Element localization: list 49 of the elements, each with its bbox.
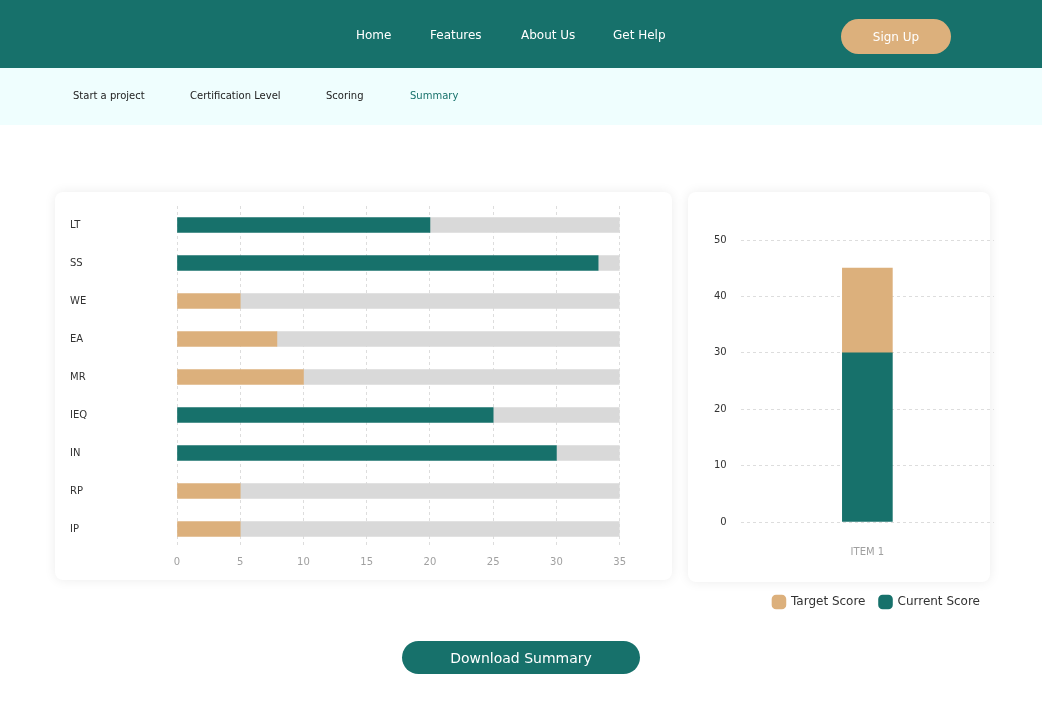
bar: [177, 521, 241, 537]
y-tick-label: 30: [713, 346, 727, 358]
text: Download Summary: [450, 649, 592, 666]
text: Certification Level: [190, 90, 281, 101]
bar: [177, 369, 304, 385]
y-tick-label: IP: [70, 522, 79, 534]
y-tick-label: IN: [70, 446, 81, 458]
bar: [429, 217, 620, 233]
text: Features: [430, 28, 482, 42]
x-tick-label: 35: [613, 555, 626, 567]
x-tick-label: 20: [423, 555, 437, 567]
legend-label: Target Score: [789, 594, 866, 609]
x-tick-label: 10: [297, 555, 310, 567]
x-tick-label: 25: [486, 555, 500, 567]
text: Scoring: [326, 90, 364, 101]
x-tick-label: ITEM 1: [850, 545, 885, 557]
x-tick-label: 30: [550, 555, 563, 567]
y-tick-label: 10: [713, 459, 727, 471]
y-tick-label: RP: [70, 484, 83, 496]
y-tick-label: 0: [720, 515, 727, 527]
y-tick-label: IEQ: [70, 408, 88, 420]
x-tick-label: 0: [173, 555, 181, 567]
y-tick-label: LT: [70, 218, 82, 230]
bar: [177, 293, 241, 309]
bar: [276, 331, 620, 347]
y-tick-label: 50: [713, 233, 727, 245]
text: Sign Up: [872, 29, 920, 44]
bar: [597, 255, 620, 271]
y-tick-label: MR: [70, 370, 86, 382]
text: About Us: [521, 28, 576, 42]
bar: [177, 255, 599, 271]
y-tick-label: SS: [70, 256, 83, 268]
y-tick-label: WE: [70, 294, 87, 306]
x-tick-label: 15: [360, 555, 374, 567]
text: Get Help: [613, 28, 666, 42]
text: Start a project: [73, 90, 145, 101]
y-tick-label: 20: [713, 402, 727, 414]
bar: [177, 407, 494, 423]
bar: [177, 217, 431, 233]
y-tick-label: EA: [70, 332, 84, 344]
bar: [556, 445, 620, 461]
y-tick-label: 40: [713, 289, 727, 301]
x-tick-label: 5: [237, 555, 244, 567]
text: Home: [356, 28, 392, 42]
bar: [177, 483, 241, 499]
bar: [177, 331, 278, 347]
bar: [177, 445, 557, 461]
legend-label: Current Score: [897, 594, 981, 609]
text: Summary: [410, 90, 459, 101]
